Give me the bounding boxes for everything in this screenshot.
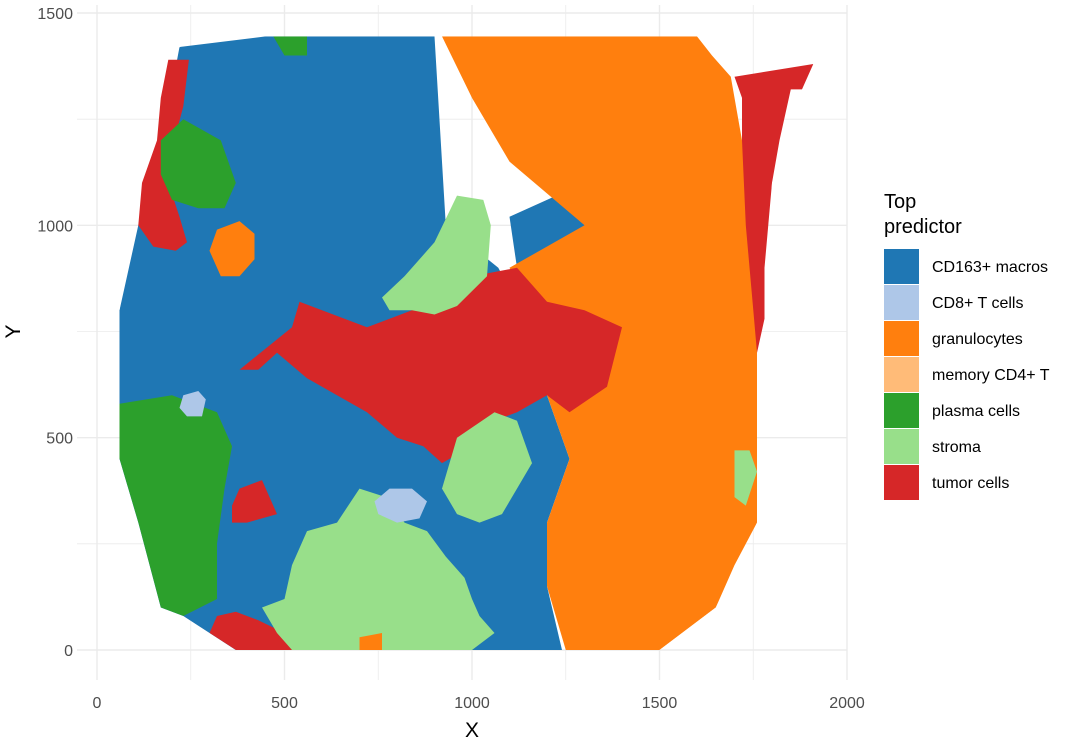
legend-label: granulocytes (932, 331, 1023, 348)
y-tick-label: 1500 (37, 6, 73, 23)
legend-swatch (884, 357, 919, 392)
region-cd8-19 (179, 391, 206, 417)
legend-swatch (884, 393, 919, 428)
legend-label: CD163+ macros (932, 259, 1048, 276)
legend-label: tumor cells (932, 475, 1009, 492)
legend-label: plasma cells (932, 403, 1020, 420)
x-tick-label: 0 (93, 695, 102, 712)
plot-area (119, 36, 814, 650)
x-tick-label: 1000 (454, 695, 490, 712)
axes: 0 500 1000 1500 2000 0 500 1000 1500 (37, 6, 864, 712)
region-cd8-18 (374, 488, 427, 523)
legend: Top predictor CD163+ macros CD8+ T cells gra… (884, 191, 1050, 500)
legend-label: CD8+ T cells (932, 295, 1023, 312)
legend-swatch (884, 429, 919, 464)
legend-label: stroma (932, 439, 981, 456)
x-tick-label: 500 (271, 695, 298, 712)
region-tumor-7 (209, 611, 292, 650)
region-stroma-15 (734, 450, 757, 506)
region-tumor-8 (232, 480, 277, 523)
region-plasma-9 (119, 395, 232, 616)
region-plasma-10 (160, 119, 236, 209)
legend-swatch (884, 321, 919, 356)
region-tumor-3 (734, 64, 814, 387)
y-tick-label: 500 (46, 431, 73, 448)
legend-swatch (884, 465, 919, 500)
legend-title-line: predictor (884, 216, 962, 238)
region-stroma-13 (442, 412, 532, 523)
legend-swatch (884, 249, 919, 284)
x-tick-label: 1500 (642, 695, 678, 712)
y-tick-label: 0 (64, 643, 73, 660)
region-plasma-11 (273, 36, 307, 56)
region-gran-16 (209, 221, 255, 277)
y-tick-label: 1000 (37, 218, 73, 235)
region-stroma-14 (262, 488, 495, 650)
y-axis-title: Y (2, 324, 25, 338)
region-tumor-5 (239, 267, 622, 464)
x-tick-label: 2000 (829, 695, 865, 712)
x-axis-title: X (465, 719, 479, 742)
region-gran-17 (359, 633, 382, 650)
region-stroma-12 (382, 195, 491, 315)
legend-label: memory CD4+ T (932, 367, 1050, 384)
legend-swatch (884, 285, 919, 320)
legend-title-line: Top (884, 191, 916, 213)
